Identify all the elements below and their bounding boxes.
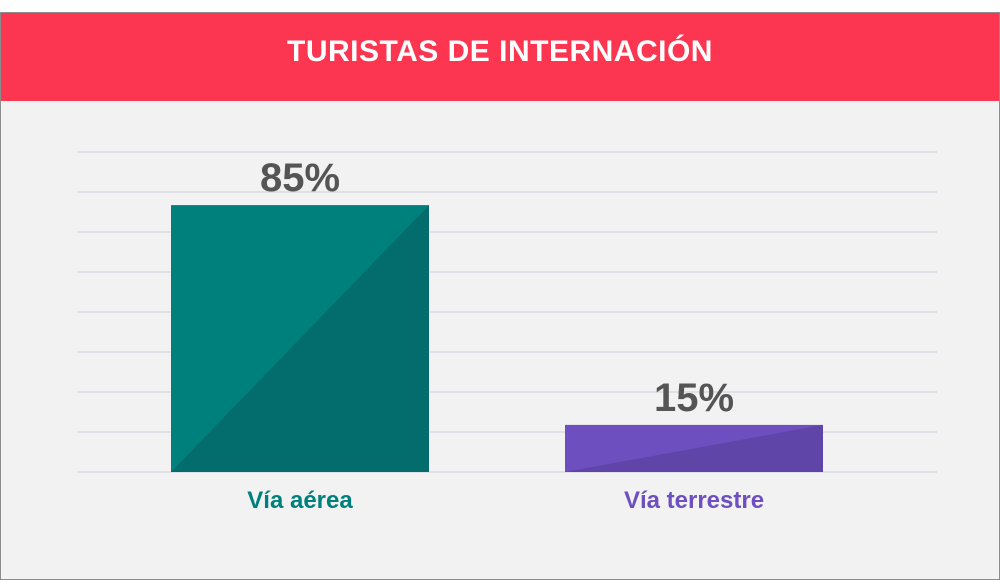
category-label: Vía terrestre	[624, 487, 764, 514]
chart-card: TURISTAS DE INTERNACIÓN	[0, 12, 1000, 580]
category-label: Vía aérea	[247, 487, 353, 514]
bar-shade	[171, 205, 429, 472]
labels: 85% Vía aérea 15% Vía terrestre	[247, 156, 764, 514]
bar-shade	[565, 424, 823, 472]
chart-header: TURISTAS DE INTERNACIÓN	[1, 13, 999, 101]
bars	[171, 205, 823, 472]
bar-value-label: 85%	[260, 156, 340, 200]
bar-value-label: 15%	[654, 376, 734, 420]
chart-title: TURISTAS DE INTERNACIÓN	[287, 35, 713, 68]
